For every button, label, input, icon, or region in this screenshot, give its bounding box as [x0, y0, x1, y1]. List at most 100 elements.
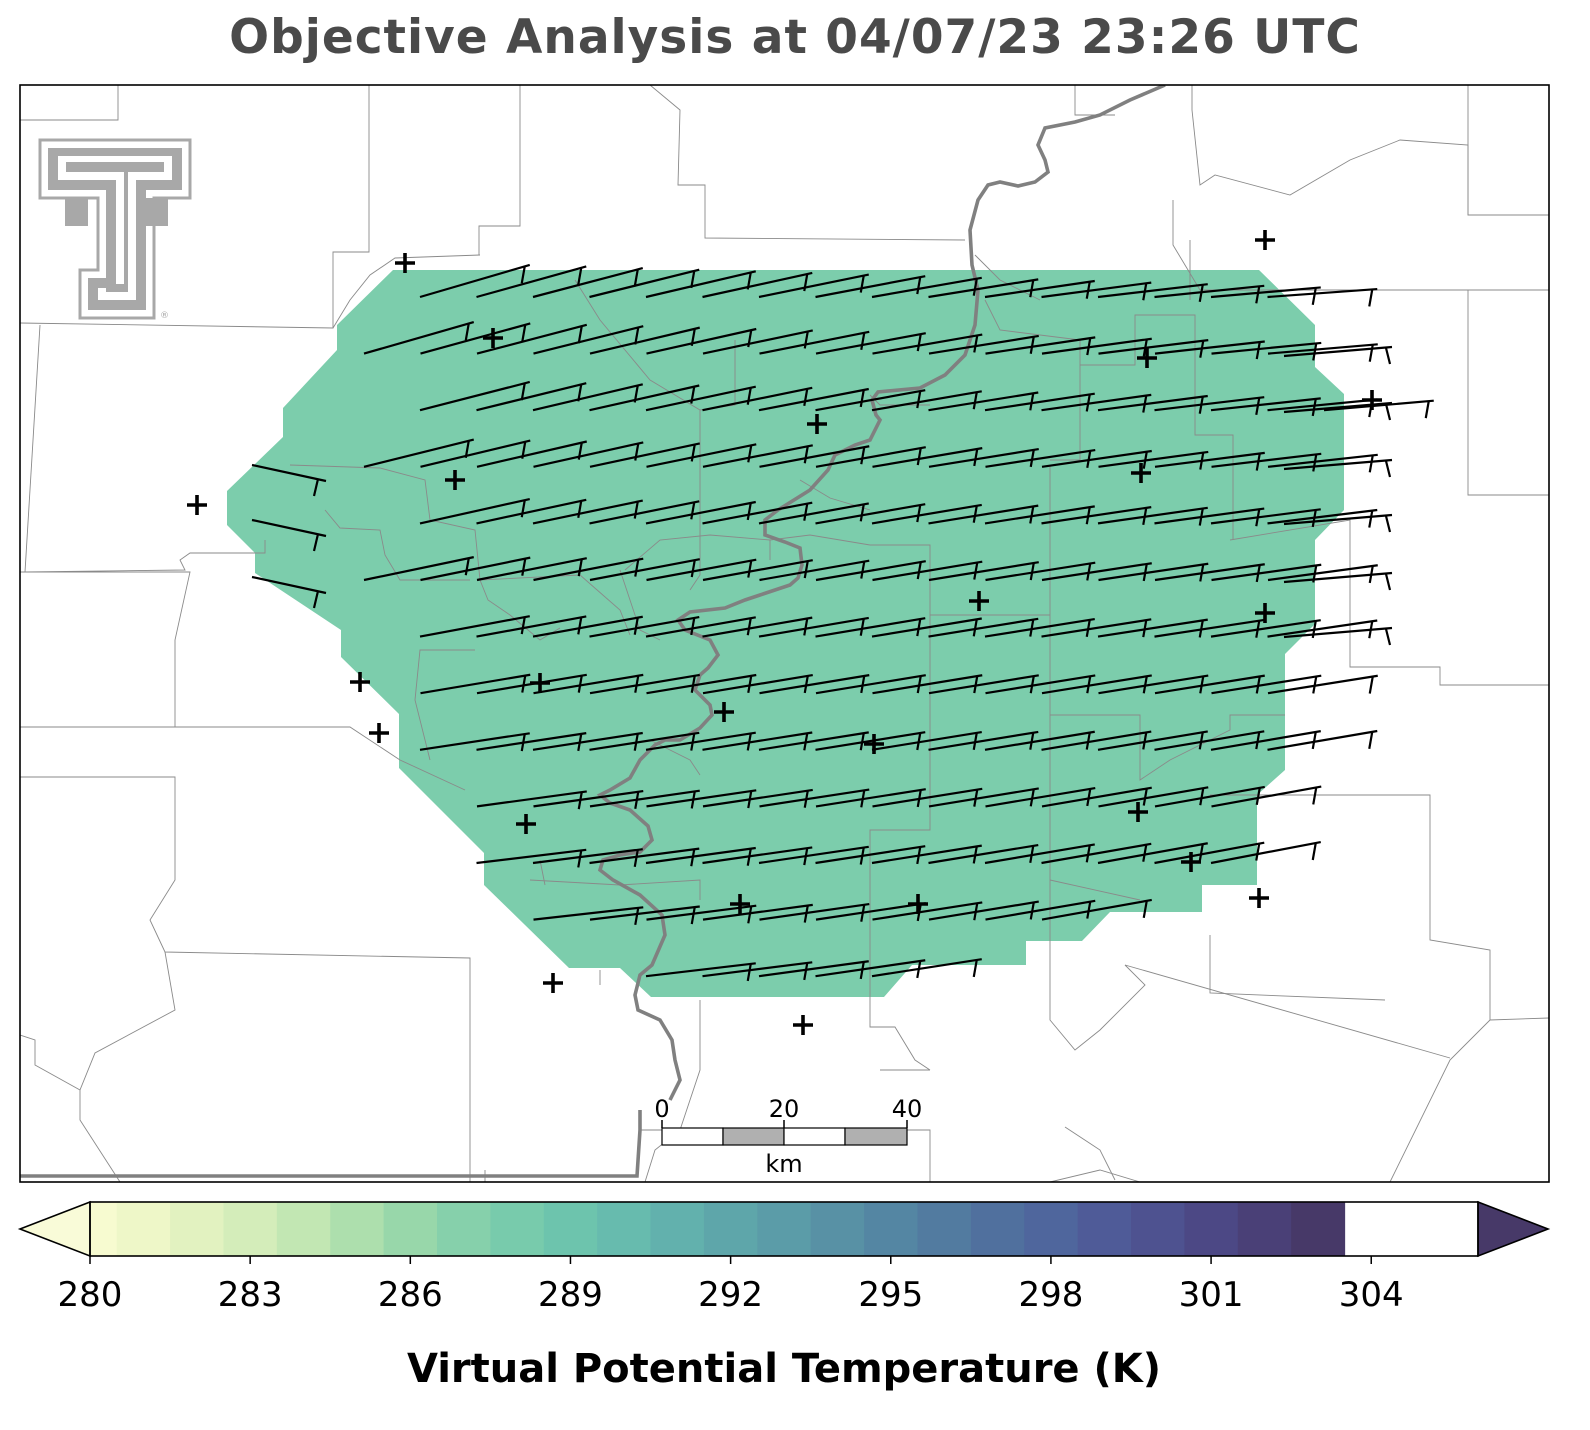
wind-barb — [1154, 618, 1265, 638]
wind-barb-flag — [1368, 344, 1374, 362]
wind-barb — [928, 504, 1039, 525]
wind-barb-flag — [1312, 454, 1318, 472]
wind-barb — [589, 731, 700, 751]
map-title: Objective Analysis at 04/07/23 23:26 UTC — [229, 10, 1361, 65]
wind-barb — [1211, 785, 1322, 808]
wind-barb-flag — [577, 325, 583, 344]
colorbar-cell — [1237, 1202, 1292, 1256]
wind-barb-flag — [860, 446, 866, 465]
wind-barb — [1041, 281, 1152, 299]
wind-barb — [532, 848, 643, 865]
colorbar-cell — [490, 1202, 545, 1256]
wind-barb — [815, 788, 926, 808]
wind-barb — [1210, 730, 1321, 751]
wind-barb-flag — [1029, 449, 1035, 468]
wind-barb — [251, 463, 327, 483]
wind-barb — [1098, 674, 1209, 695]
wind-barb-flag — [312, 590, 320, 609]
wind-barb-flag — [1142, 844, 1148, 862]
wind-barb — [1267, 343, 1378, 355]
wind-barb-flag — [690, 849, 696, 867]
colorbar-cell — [223, 1202, 278, 1256]
colorbar-cell — [543, 1202, 598, 1256]
wind-barb — [363, 321, 475, 355]
station-marker — [543, 973, 563, 993]
wind-barb — [815, 731, 926, 751]
wind-barb — [532, 615, 643, 638]
wind-barb-flag — [1384, 573, 1392, 591]
wind-barb — [928, 391, 1039, 412]
wind-barb — [1210, 397, 1321, 412]
wind-barb-flag — [860, 332, 866, 350]
wind-barb-flag — [803, 446, 809, 464]
wind-barb-flag — [1368, 455, 1374, 473]
colorbar-tick-label: 298 — [1018, 1275, 1083, 1315]
wind-barb — [589, 500, 700, 525]
wind-barb — [702, 961, 813, 978]
wind-barb — [872, 787, 983, 808]
wind-barb-flag — [634, 327, 640, 345]
wind-barb-flag — [916, 618, 922, 637]
wind-barb — [928, 561, 1039, 582]
wind-barb-flag — [746, 618, 752, 636]
wind-barb-flag — [1255, 286, 1261, 304]
wind-barb-flag — [1255, 731, 1261, 750]
wind-barb — [815, 560, 926, 582]
wind-barb-flag — [1368, 731, 1374, 750]
wind-barb — [702, 846, 813, 865]
wind-barb — [420, 439, 531, 468]
wind-barb — [645, 962, 756, 978]
wind-barb — [759, 330, 870, 355]
wind-barb — [1267, 508, 1378, 525]
wind-barb — [871, 844, 982, 865]
wind-barb-flag — [1368, 676, 1374, 694]
wind-barb — [1267, 729, 1378, 751]
station-marker — [395, 253, 415, 273]
wind-barb — [815, 845, 926, 865]
wind-barb — [645, 846, 756, 865]
wind-barb — [702, 903, 813, 921]
wind-barb-flag — [1029, 562, 1035, 581]
wind-barb — [985, 899, 1096, 921]
wind-barb-flag — [1424, 400, 1430, 419]
wind-barb — [589, 384, 700, 412]
colorbar-tick-label: 304 — [1339, 1275, 1404, 1315]
wind-barb — [815, 275, 926, 299]
wind-barb — [759, 902, 870, 921]
wind-barb-flag — [747, 906, 753, 924]
wind-barb — [1041, 506, 1152, 525]
station-marker — [1255, 230, 1275, 250]
wind-barb-flag — [1384, 347, 1392, 365]
wind-barb — [702, 673, 813, 695]
wind-barb-flag — [859, 504, 865, 522]
wind-barb — [702, 386, 813, 412]
wind-barb — [1283, 513, 1393, 526]
wind-barb — [1041, 730, 1152, 751]
colorbar-cell — [597, 1202, 652, 1256]
colorbar-cell — [90, 1202, 118, 1256]
station-marker — [793, 1015, 813, 1035]
wind-barbs — [251, 263, 1434, 982]
wind-barb — [1154, 340, 1265, 355]
wind-barb-flag — [916, 504, 922, 523]
wind-barb — [928, 900, 1039, 921]
wind-barb — [420, 322, 531, 355]
wind-barb — [476, 265, 587, 299]
wind-barb-flag — [1312, 787, 1318, 805]
wind-barb — [1041, 562, 1152, 582]
wind-barb — [984, 617, 1095, 638]
wind-barb — [871, 617, 982, 638]
station-marker — [445, 470, 465, 490]
wind-barb — [1210, 619, 1321, 638]
wind-barb — [646, 443, 757, 468]
colorbar-lower-extend — [17, 1200, 91, 1258]
wind-barb — [928, 334, 1039, 355]
wind-barb — [1267, 619, 1378, 638]
wind-barb — [1041, 449, 1152, 468]
wind-barb — [1097, 842, 1208, 865]
wind-barb — [1041, 842, 1152, 865]
wind-barb — [759, 788, 870, 808]
wind-barb — [871, 958, 982, 978]
wind-barb — [476, 323, 588, 355]
